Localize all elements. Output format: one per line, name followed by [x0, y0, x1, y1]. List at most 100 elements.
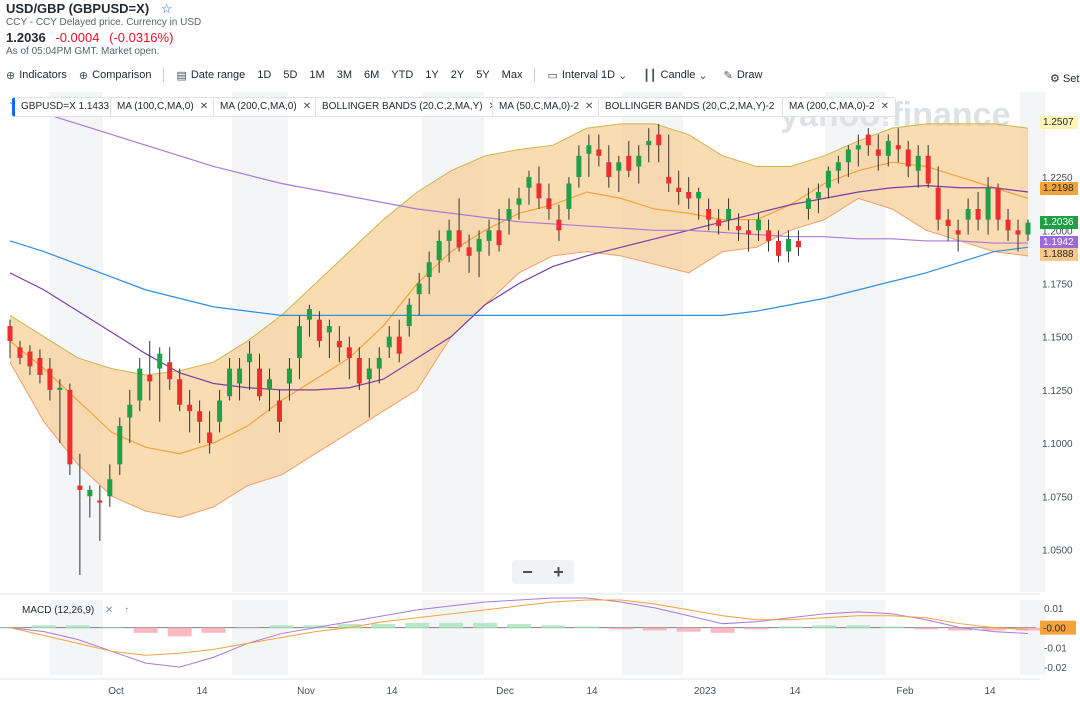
- candle-dropdown[interactable]: ┃┃ Candle ⌄: [643, 69, 711, 82]
- candle-body: [266, 379, 272, 390]
- price-change: -0.0004: [55, 30, 100, 45]
- candle-body: [187, 404, 193, 412]
- chip-symbol[interactable]: GBPUSD=X 1.1433: [12, 97, 117, 117]
- zoom-controls: − +: [512, 560, 574, 584]
- chip-bollinger[interactable]: BOLLINGER BANDS (20,C,2,MA,Y)✕: [315, 97, 504, 117]
- candle-body: [586, 145, 592, 154]
- candle-body: [7, 326, 13, 341]
- candle-body: [97, 500, 103, 503]
- x-tick-label: 2023: [694, 686, 717, 697]
- candle-body: [197, 411, 203, 422]
- date-band: [422, 600, 485, 675]
- candle-body: [656, 134, 662, 146]
- interval-dropdown[interactable]: ▭ Interval 1D ⌄: [547, 69, 631, 82]
- candle-body: [27, 351, 33, 367]
- candle-body: [546, 198, 552, 210]
- candle-body: [985, 187, 991, 220]
- macd-histogram-bar: [574, 626, 599, 629]
- macd-label-text: MACD (12,26,9): [22, 605, 95, 616]
- range-1d[interactable]: 1D: [257, 69, 272, 81]
- candle-body: [107, 479, 113, 497]
- candle-body: [496, 230, 502, 246]
- candle-body: [726, 209, 732, 220]
- chip-ma200-2[interactable]: MA (200,C,MA,0)-2 ✕: [782, 97, 896, 117]
- candle-body: [416, 283, 422, 295]
- macd-histogram-bar: [473, 622, 498, 629]
- draw-label: Draw: [736, 69, 763, 81]
- close-icon[interactable]: ✕: [199, 101, 209, 112]
- range-5d[interactable]: 5D: [283, 69, 298, 81]
- subtitle: CCY - CCY Delayed price. Currency in USD: [6, 17, 202, 28]
- candle-body: [386, 336, 392, 348]
- macd-histogram-bar: [608, 627, 633, 630]
- candle-body: [346, 347, 352, 358]
- chip-ma50-2[interactable]: MA (50,C,MA,0)-2 ✕: [492, 97, 601, 117]
- range-1y[interactable]: 1Y: [425, 69, 439, 81]
- candle-body: [237, 368, 243, 384]
- date-band: [825, 600, 886, 675]
- ma50-line: [9, 240, 1029, 317]
- zoom-out-icon[interactable]: −: [522, 561, 533, 582]
- macd-label: MACD (12,26,9) ✕ ↑: [22, 605, 129, 616]
- macd-histogram-bar: [65, 625, 90, 629]
- candle-body: [247, 353, 253, 363]
- last-price: 1.2036: [6, 30, 46, 45]
- as-of-text: As of 05:04PM GMT. Market open.: [6, 46, 160, 57]
- candle-body: [785, 238, 791, 252]
- indicators-button[interactable]: ⊕ Indicators: [6, 69, 67, 82]
- candle-body: [815, 192, 821, 199]
- candle-body: [316, 319, 322, 341]
- range-max[interactable]: Max: [501, 69, 523, 81]
- candle-body: [37, 357, 43, 375]
- range-2y[interactable]: 2Y: [450, 69, 465, 81]
- price-label: 1.2036: [1040, 216, 1078, 230]
- candle-body: [396, 336, 402, 354]
- close-icon[interactable]: ✕: [880, 101, 889, 112]
- chip-label: MA (200,C,MA,0): [220, 101, 297, 112]
- candle-body: [766, 230, 772, 241]
- candle-body: [456, 230, 462, 248]
- candle-body: [696, 192, 702, 199]
- zoom-in-icon[interactable]: +: [553, 561, 564, 582]
- star-icon[interactable]: ☆: [160, 1, 173, 16]
- candle-body: [636, 155, 642, 167]
- date-range-button[interactable]: ▤ Date range: [176, 69, 245, 82]
- draw-button[interactable]: ✎ Draw: [724, 69, 763, 82]
- close-icon[interactable]: ✕: [302, 101, 312, 112]
- y-tick-label: 1.0500: [1042, 545, 1073, 556]
- close-icon[interactable]: ✕: [105, 605, 114, 616]
- candle-body: [955, 230, 961, 235]
- range-ytd[interactable]: YTD: [391, 69, 414, 81]
- macd-histogram-bar: [744, 627, 769, 630]
- range-6m[interactable]: 6M: [363, 69, 380, 81]
- candle-body: [47, 368, 53, 390]
- candle-body: [706, 209, 712, 220]
- price-label: 1.2198: [1040, 181, 1078, 195]
- divider: [163, 68, 165, 82]
- comparison-button[interactable]: ⊕ Comparison: [79, 69, 152, 82]
- candle-body: [576, 155, 582, 178]
- candle-body: [486, 230, 492, 241]
- close-icon[interactable]: ✕: [585, 101, 594, 112]
- range-1m[interactable]: 1M: [309, 69, 325, 81]
- chip-bollinger-2[interactable]: BOLLINGER BANDS (20,C,2,MA,Y)-2✕: [598, 97, 796, 117]
- chip-ma100[interactable]: MA (100,C,MA,0) ✕: [110, 97, 216, 117]
- range-5y[interactable]: 5Y: [476, 69, 490, 81]
- macd-histogram-bar: [982, 627, 1007, 631]
- y-tick-label: 1.1750: [1042, 279, 1073, 290]
- chip-ma200[interactable]: MA (200,C,MA,0) ✕: [213, 97, 319, 117]
- candle-body: [845, 149, 851, 163]
- candle-body: [57, 387, 63, 390]
- y-tick-label: 1.2250: [1042, 173, 1073, 184]
- candle-body: [606, 162, 612, 178]
- ma200-line: [9, 102, 1028, 244]
- chip-label: GBPUSD=X 1.1433: [21, 101, 110, 112]
- date-band: [50, 92, 103, 592]
- candle-body: [965, 209, 971, 220]
- range-3m[interactable]: 3M: [336, 69, 352, 81]
- chip-label: MA (100,C,MA,0): [117, 101, 194, 112]
- settings-button[interactable]: ⚙ Set: [1050, 72, 1079, 85]
- arrow-up-icon[interactable]: ↑: [124, 605, 130, 616]
- macd-y-tick-label: 0.01: [1044, 604, 1064, 615]
